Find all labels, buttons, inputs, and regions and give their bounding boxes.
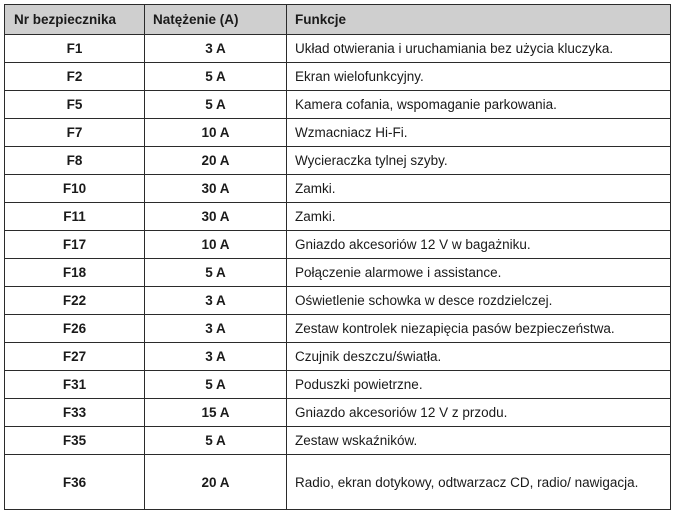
table-row: F5 5 A Kamera cofania, wspomaganie parkowa…	[4, 90, 671, 119]
header-row: Nr bezpiecznika Natężenie (A) Funkcje	[4, 4, 671, 35]
amperage-cell: 5 A	[144, 90, 287, 119]
amperage-cell: 30 A	[144, 202, 287, 231]
table-row: F1 3 A Układ otwierania i uruchamiania bez…	[4, 34, 671, 63]
amperage-cell: 5 A	[144, 370, 287, 399]
fuse-number-cell: F31	[4, 370, 145, 399]
function-cell: Wycieraczka tylnej szyby.	[286, 146, 671, 175]
amperage-cell: 10 A	[144, 118, 287, 147]
function-cell: Zestaw wskaźników.	[286, 426, 671, 455]
header-fuse-number: Nr bezpiecznika	[4, 4, 145, 35]
header-amperage: Natężenie (A)	[144, 4, 287, 35]
table-body: F1 3 A Układ otwierania i uruchamiania bez…	[4, 34, 671, 510]
function-cell: Gniazdo akcesoriów 12 V w bagażniku.	[286, 230, 671, 259]
table-row: F10 30 A Zamki.	[4, 174, 671, 203]
fuse-number-cell: F8	[4, 146, 145, 175]
function-cell: Układ otwierania i uruchamiania bez użyc…	[286, 34, 671, 63]
amperage-cell: 15 A	[144, 398, 287, 427]
table-row: F7 10 A Wzmacniacz Hi-Fi.	[4, 118, 671, 147]
amperage-cell: 10 A	[144, 230, 287, 259]
table-row: F8 20 A Wycieraczka tylnej szyby.	[4, 146, 671, 175]
fuse-number-cell: F17	[4, 230, 145, 259]
fuse-number-cell: F7	[4, 118, 145, 147]
fuse-number-cell: F11	[4, 202, 145, 231]
amperage-cell: 20 A	[144, 146, 287, 175]
function-cell: Zestaw kontrolek niezapięcia pasów bezpi…	[286, 314, 671, 343]
header-functions: Funkcje	[286, 4, 671, 35]
function-cell: Kamera cofania, wspomaganie parkowania.	[286, 90, 671, 119]
function-cell: Gniazdo akcesoriów 12 V z przodu.	[286, 398, 671, 427]
table-row: F31 5 A Poduszki powietrzne.	[4, 370, 671, 399]
fuse-number-cell: F33	[4, 398, 145, 427]
function-cell: Połączenie alarmowe i assistance.	[286, 258, 671, 287]
amperage-cell: 5 A	[144, 62, 287, 91]
amperage-cell: 3 A	[144, 342, 287, 371]
table-row: F36 20 A Radio, ekran dotykowy, odtwarzacz…	[4, 454, 671, 510]
table-row: F2 5 A Ekran wielofunkcyjny.	[4, 62, 671, 91]
fuse-number-cell: F22	[4, 286, 145, 315]
table-row: F17 10 A Gniazdo akcesoriów 12 V w bagażni…	[4, 230, 671, 259]
table-row: F35 5 A Zestaw wskaźników.	[4, 426, 671, 455]
table-row: F18 5 A Połączenie alarmowe i assistance.	[4, 258, 671, 287]
amperage-cell: 20 A	[144, 454, 287, 510]
amperage-cell: 5 A	[144, 426, 287, 455]
fuse-number-cell: F27	[4, 342, 145, 371]
function-cell: Zamki.	[286, 174, 671, 203]
amperage-cell: 30 A	[144, 174, 287, 203]
function-cell: Wzmacniacz Hi-Fi.	[286, 118, 671, 147]
function-cell: Ekran wielofunkcyjny.	[286, 62, 671, 91]
table-row: F22 3 A Oświetlenie schowka w desce rozdzi…	[4, 286, 671, 315]
amperage-cell: 5 A	[144, 258, 287, 287]
fuse-number-cell: F5	[4, 90, 145, 119]
amperage-cell: 3 A	[144, 34, 287, 63]
table-row: F26 3 A Zestaw kontrolek niezapięcia pasów…	[4, 314, 671, 343]
table-row: F33 15 A Gniazdo akcesoriów 12 V z przodu.	[4, 398, 671, 427]
table-row: F27 3 A Czujnik deszczu/światła.	[4, 342, 671, 371]
fuse-number-cell: F35	[4, 426, 145, 455]
fuse-number-cell: F2	[4, 62, 145, 91]
function-cell: Zamki.	[286, 202, 671, 231]
function-cell: Czujnik deszczu/światła.	[286, 342, 671, 371]
fuse-number-cell: F1	[4, 34, 145, 63]
fuse-number-cell: F36	[4, 454, 145, 510]
amperage-cell: 3 A	[144, 286, 287, 315]
table-row: F11 30 A Zamki.	[4, 202, 671, 231]
fuse-table: Nr bezpiecznika Natężenie (A) Funkcje F1…	[4, 4, 671, 510]
function-cell: Radio, ekran dotykowy, odtwarzacz CD, ra…	[286, 454, 671, 510]
fuse-number-cell: F26	[4, 314, 145, 343]
fuse-number-cell: F18	[4, 258, 145, 287]
amperage-cell: 3 A	[144, 314, 287, 343]
function-cell: Oświetlenie schowka w desce rozdzielczej…	[286, 286, 671, 315]
table-header: Nr bezpiecznika Natężenie (A) Funkcje	[4, 4, 671, 35]
function-cell: Poduszki powietrzne.	[286, 370, 671, 399]
fuse-number-cell: F10	[4, 174, 145, 203]
